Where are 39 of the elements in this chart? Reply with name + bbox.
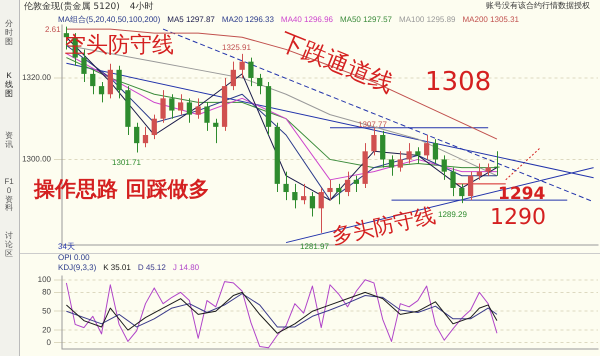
annotation: 1308 [425,67,492,97]
text: F10资料 [4,177,14,214]
text: K线图 [4,71,14,98]
annotation: 1301.71 [112,158,141,168]
text: MA50 1297.57 [340,15,392,24]
annotation: 1290 [490,205,546,230]
y-tick-label: 0 [46,338,52,347]
text: 分时图 [4,19,14,46]
text: MA100 1295.89 [399,15,456,24]
y-tick-label: 1300.00 [22,154,52,164]
text: J 14.80 [172,263,200,272]
text: 资讯 [4,131,14,150]
text: OPI 0.00 [58,253,90,263]
text: MA5 1297.87 [167,15,215,24]
text: 账号没有该合约行情数据授权 [486,1,590,11]
y-tick-label: 20 [42,325,52,334]
text: MA40 1296.96 [280,15,333,24]
annotation: 1289.29 [438,210,467,220]
text: 讨论区 [4,231,14,258]
chart-title: 伦敦金现(贵金属 5120) [24,2,120,12]
annotation: 34天 [58,242,75,252]
annotation: 1281.97 [300,242,329,252]
annotation: 多头防守线 [330,203,438,249]
chart-subtitle: 4小时 [130,2,154,12]
text: 2.61 [45,25,61,35]
text: D 45.12 [138,263,166,272]
y-tick-label: 1320.00 [22,73,52,82]
y-tick-label: 80 [42,288,52,297]
annotation: 1294 [498,184,546,204]
annotation: 下跌通道线 [276,27,398,98]
annotation: 操作思路 回踩做多 [34,177,210,202]
annotation: 1325.91 [222,43,251,53]
text: MA20 1296.33 [222,15,274,24]
y-tick-label: 100 [38,274,52,284]
legend-title: KDJ(9,3,3) [58,263,96,272]
y-tick-label: 50 [42,306,52,316]
text: K 35.01 [103,263,131,272]
legend-title: MA组合(5,20,40,50,100,200) [58,15,160,24]
text: MA200 1305.31 [462,15,520,24]
